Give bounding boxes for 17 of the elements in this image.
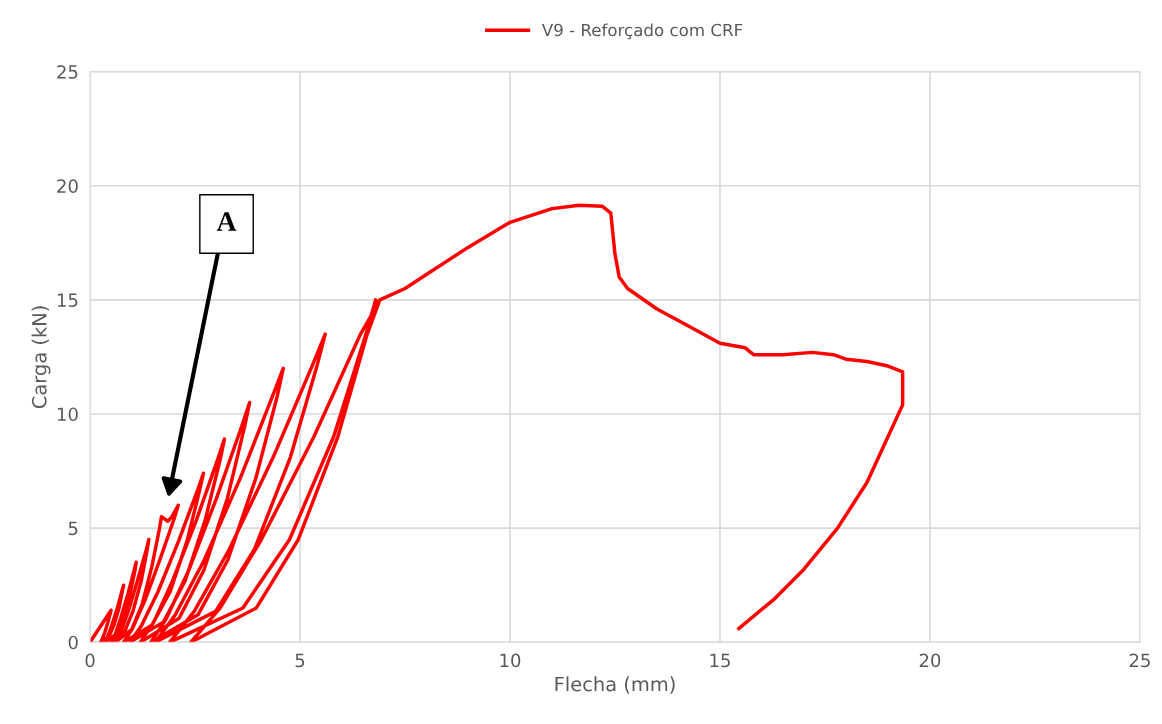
y-tick-label: 5 <box>68 521 78 536</box>
y-tick-label: 25 <box>57 65 78 79</box>
x-tick-label: 15 <box>710 653 730 668</box>
y-tick-label: 20 <box>57 179 78 193</box>
x-tick-label: 5 <box>295 653 305 668</box>
legend-label: V9 - Reforçado com CRF <box>541 23 743 40</box>
x-axis-title: Flecha (mm) <box>555 676 675 694</box>
x-tick-label: 0 <box>85 653 95 668</box>
y-tick-label: 10 <box>57 407 78 422</box>
line-series <box>90 203 905 643</box>
x-tick-label: 20 <box>919 653 941 668</box>
annotation: A <box>216 212 237 231</box>
y-axis-title: Carga (kN) <box>31 306 51 409</box>
x-tick-label: 10 <box>500 653 521 668</box>
y-tick-label: 0 <box>68 635 78 650</box>
y-tick-label: 15 <box>57 293 78 307</box>
x-tick-label: 25 <box>1129 653 1150 668</box>
